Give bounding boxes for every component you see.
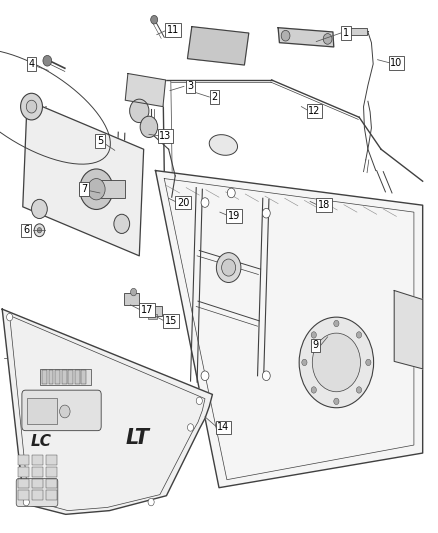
Circle shape <box>114 214 130 233</box>
Circle shape <box>281 30 290 41</box>
Circle shape <box>26 100 37 113</box>
Bar <box>40 369 91 385</box>
Bar <box>350 28 367 35</box>
Circle shape <box>357 332 362 338</box>
Bar <box>42 370 47 384</box>
Circle shape <box>312 333 360 392</box>
Circle shape <box>151 15 158 24</box>
FancyBboxPatch shape <box>16 479 58 506</box>
Circle shape <box>32 199 47 219</box>
FancyBboxPatch shape <box>22 390 101 431</box>
Circle shape <box>334 320 339 327</box>
Bar <box>18 479 29 488</box>
Circle shape <box>196 397 202 405</box>
Text: 4: 4 <box>28 59 35 69</box>
Circle shape <box>21 93 42 120</box>
Circle shape <box>88 179 105 200</box>
Polygon shape <box>2 309 212 514</box>
Text: LC: LC <box>31 434 52 449</box>
Circle shape <box>323 34 332 44</box>
Polygon shape <box>155 171 423 488</box>
Circle shape <box>227 188 235 198</box>
Circle shape <box>7 313 13 321</box>
Circle shape <box>23 498 29 506</box>
Polygon shape <box>394 290 423 369</box>
Polygon shape <box>125 74 166 107</box>
Bar <box>32 479 43 488</box>
Circle shape <box>34 224 45 237</box>
Circle shape <box>366 359 371 366</box>
Circle shape <box>201 198 209 207</box>
Text: 9: 9 <box>312 341 318 350</box>
Text: 12: 12 <box>308 106 321 116</box>
Text: 10: 10 <box>390 58 403 68</box>
Text: 17: 17 <box>141 305 153 315</box>
Text: 13: 13 <box>159 131 172 141</box>
Circle shape <box>187 424 194 431</box>
Bar <box>46 467 57 477</box>
Bar <box>148 314 157 319</box>
Text: 7: 7 <box>81 184 87 194</box>
Text: 2: 2 <box>212 92 218 102</box>
Bar <box>75 370 80 384</box>
Circle shape <box>35 405 46 418</box>
Text: 11: 11 <box>167 25 179 35</box>
Circle shape <box>357 387 362 393</box>
Bar <box>46 455 57 465</box>
Circle shape <box>37 228 42 233</box>
Text: 20: 20 <box>177 198 189 207</box>
Bar <box>68 370 73 384</box>
Circle shape <box>262 208 270 218</box>
Bar <box>27 398 57 424</box>
Circle shape <box>222 259 236 276</box>
Text: 3: 3 <box>187 82 194 91</box>
Circle shape <box>299 317 374 408</box>
Circle shape <box>80 169 113 209</box>
Circle shape <box>148 498 154 506</box>
Bar <box>18 467 29 477</box>
Circle shape <box>302 359 307 366</box>
Bar <box>46 490 57 500</box>
Text: 19: 19 <box>228 211 240 221</box>
Circle shape <box>43 55 52 66</box>
Polygon shape <box>187 27 249 65</box>
Circle shape <box>201 371 209 381</box>
Bar <box>124 293 139 305</box>
Bar <box>18 455 29 465</box>
Bar <box>101 180 125 198</box>
Bar <box>148 306 162 316</box>
Circle shape <box>131 288 137 296</box>
Circle shape <box>311 332 316 338</box>
Polygon shape <box>23 100 144 256</box>
Bar <box>49 370 53 384</box>
Text: LT: LT <box>126 428 150 448</box>
Text: 6: 6 <box>23 225 29 235</box>
Circle shape <box>262 371 270 381</box>
Bar <box>32 490 43 500</box>
Text: 1: 1 <box>343 28 349 38</box>
Bar <box>62 370 67 384</box>
Text: 15: 15 <box>165 316 177 326</box>
Circle shape <box>130 99 149 123</box>
Ellipse shape <box>209 135 237 155</box>
Polygon shape <box>278 28 334 47</box>
Bar <box>32 467 43 477</box>
Text: 14: 14 <box>217 423 230 432</box>
Bar <box>81 370 86 384</box>
Text: 5: 5 <box>97 136 103 146</box>
Bar <box>32 455 43 465</box>
Circle shape <box>311 387 316 393</box>
Circle shape <box>140 116 158 138</box>
Bar <box>46 479 57 488</box>
Circle shape <box>60 405 70 418</box>
Bar <box>55 370 60 384</box>
Bar <box>18 490 29 500</box>
Text: 18: 18 <box>318 200 330 210</box>
Circle shape <box>216 253 241 282</box>
Circle shape <box>334 398 339 405</box>
